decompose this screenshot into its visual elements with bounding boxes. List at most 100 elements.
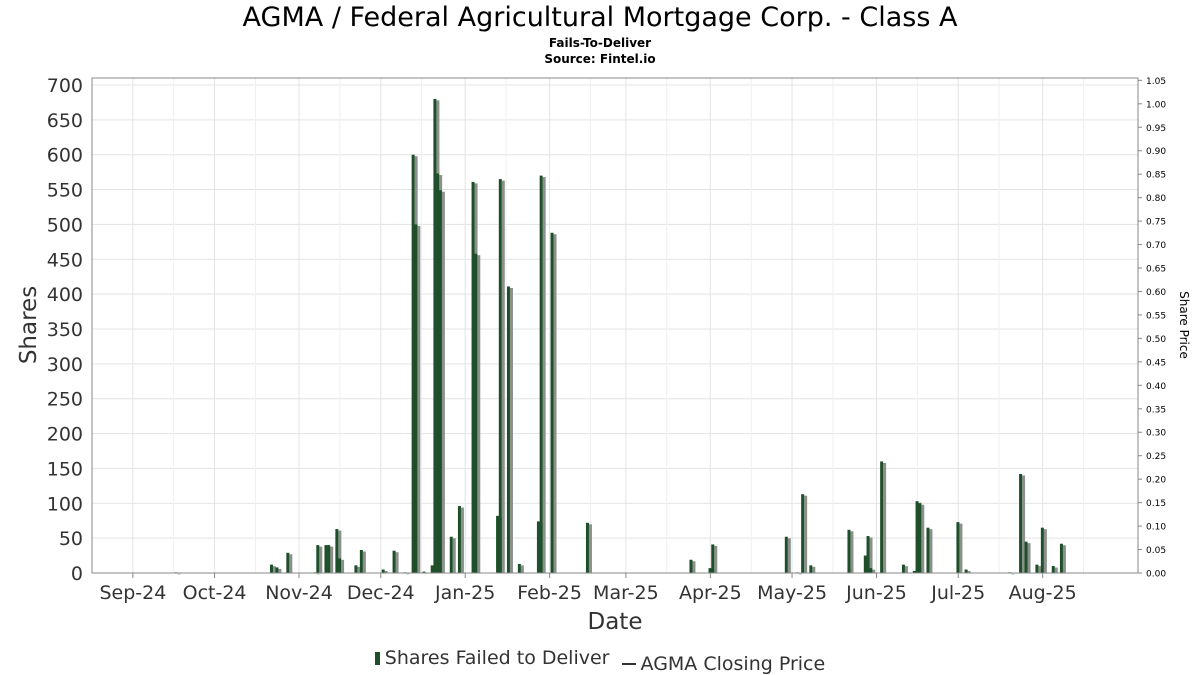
fails-bar-face	[430, 565, 434, 573]
fails-bar	[1051, 566, 1058, 573]
fails-bar-face	[433, 98, 437, 573]
fails-bar	[438, 190, 445, 574]
y2-tick-label: 0.85	[1146, 171, 1166, 181]
fails-bar-shadow	[520, 565, 524, 573]
fails-bar-face	[474, 253, 478, 574]
y2-tick-label: 1.00	[1146, 100, 1166, 110]
fails-bar-face	[585, 522, 589, 573]
x-tick-label: Aug-25	[1009, 582, 1077, 604]
y2-tick-label: 0.20	[1146, 476, 1166, 486]
fails-bar	[338, 558, 345, 573]
fails-bar-face	[392, 550, 396, 573]
fails-bar	[457, 506, 464, 573]
fails-bar-shadow	[883, 462, 887, 573]
fails-bar-shadow	[341, 559, 345, 573]
fails-bar-shadow	[869, 537, 873, 573]
y2-tick-label: 0.90	[1146, 147, 1166, 157]
x-tick-label: Jun-25	[845, 582, 907, 604]
y-tick-label: 50	[59, 528, 83, 550]
fails-bar	[1019, 474, 1026, 573]
fails-bar-shadow	[921, 504, 925, 573]
fails-bar-face	[869, 568, 873, 573]
fails-bar-face	[457, 506, 461, 573]
x-tick-label: Dec-24	[347, 582, 415, 604]
fails-bar-face	[964, 569, 968, 573]
y-tick-label: 250	[47, 389, 83, 411]
fails-bar-face	[880, 461, 884, 573]
fails-bar-shadow	[1022, 475, 1026, 573]
fails-bar	[269, 564, 276, 573]
fails-bar	[689, 559, 696, 573]
x-tick-label: Nov-24	[265, 582, 333, 604]
y-tick-label: 650	[47, 110, 83, 132]
fails-bar-face	[956, 522, 960, 573]
y-tick-label: 400	[47, 284, 83, 306]
fails-bar-shadow	[452, 538, 456, 573]
fails-bar-shadow	[395, 552, 399, 573]
fails-bar-face	[926, 527, 930, 573]
fails-bar-face	[689, 559, 693, 573]
y2-tick-label: 1.05	[1146, 77, 1166, 87]
fails-bar-face	[863, 555, 867, 573]
y2-tick-label: 0.60	[1146, 288, 1166, 298]
fails-bar-face	[436, 173, 440, 573]
fails-bar	[1035, 564, 1042, 573]
y-tick-label: 550	[47, 180, 83, 202]
y-tick-label: 350	[47, 319, 83, 341]
x-tick-label: Sep-24	[99, 582, 166, 604]
fails-bar-shadow	[850, 531, 854, 573]
fails-bar-face	[411, 154, 415, 574]
y-tick-label: 500	[47, 214, 83, 236]
fails-bar-face	[801, 494, 805, 573]
y2-axis-title: Share Price	[1177, 291, 1191, 359]
fails-bar-shadow	[177, 573, 181, 575]
fails-bar	[286, 552, 293, 573]
fails-bar-face	[449, 536, 453, 573]
fails-bar-face	[784, 536, 788, 573]
y2-tick-label: 0.30	[1146, 429, 1166, 439]
axis-layer: 0 50 100 150 200 250 300 350 400 450 500 550 600 650 7…	[47, 75, 1167, 604]
fails-bar-face	[438, 190, 442, 574]
y2-tick-label: 0.70	[1146, 241, 1166, 251]
fails-bar	[354, 565, 361, 573]
fails-bar-shadow	[787, 538, 791, 573]
y-tick-label: 200	[47, 424, 83, 446]
y2-tick-label: 0.35	[1146, 405, 1166, 415]
grid-layer	[92, 78, 1138, 574]
y-tick-label: 450	[47, 249, 83, 271]
fails-bar	[956, 522, 963, 573]
fails-bar-shadow	[804, 495, 808, 573]
fails-bar-face	[324, 545, 328, 573]
fails-bar-shadow	[289, 554, 293, 573]
fails-bar	[506, 286, 513, 573]
fails-bar-face	[901, 564, 905, 573]
fails-bar	[901, 564, 908, 573]
y2-tick-label: 0.75	[1146, 218, 1166, 228]
y-tick-label: 0	[71, 563, 83, 585]
fails-bar	[1059, 543, 1066, 573]
fails-bar-face	[1051, 566, 1055, 573]
fails-bar-face	[269, 564, 273, 573]
fails-bar	[539, 175, 546, 573]
y2-tick-label: 0.10	[1146, 523, 1166, 533]
legend-item-shares: Shares Failed to Deliver	[374, 647, 609, 669]
y2-tick-label: 0.80	[1146, 194, 1166, 204]
fails-bar-face	[354, 565, 358, 573]
fails-bar	[275, 567, 282, 573]
fails-bar-shadow	[798, 573, 802, 575]
fails-bar-shadow	[272, 566, 276, 573]
fails-bar	[335, 529, 342, 573]
fails-bar-face	[536, 521, 540, 573]
bar-layer	[174, 98, 1066, 575]
fails-bar-shadow	[338, 530, 342, 573]
fails-bar-face	[381, 569, 385, 573]
fails-bar-face	[550, 232, 554, 573]
fails-bar-shadow	[1043, 529, 1047, 573]
fails-bar	[359, 549, 366, 573]
fails-bar	[327, 545, 334, 573]
y-tick-label: 100	[47, 493, 83, 515]
legend-line-swatch	[621, 662, 636, 665]
fails-bar-shadow	[1027, 543, 1031, 573]
fails-bar	[918, 503, 925, 573]
fails-bar-shadow	[929, 529, 933, 573]
